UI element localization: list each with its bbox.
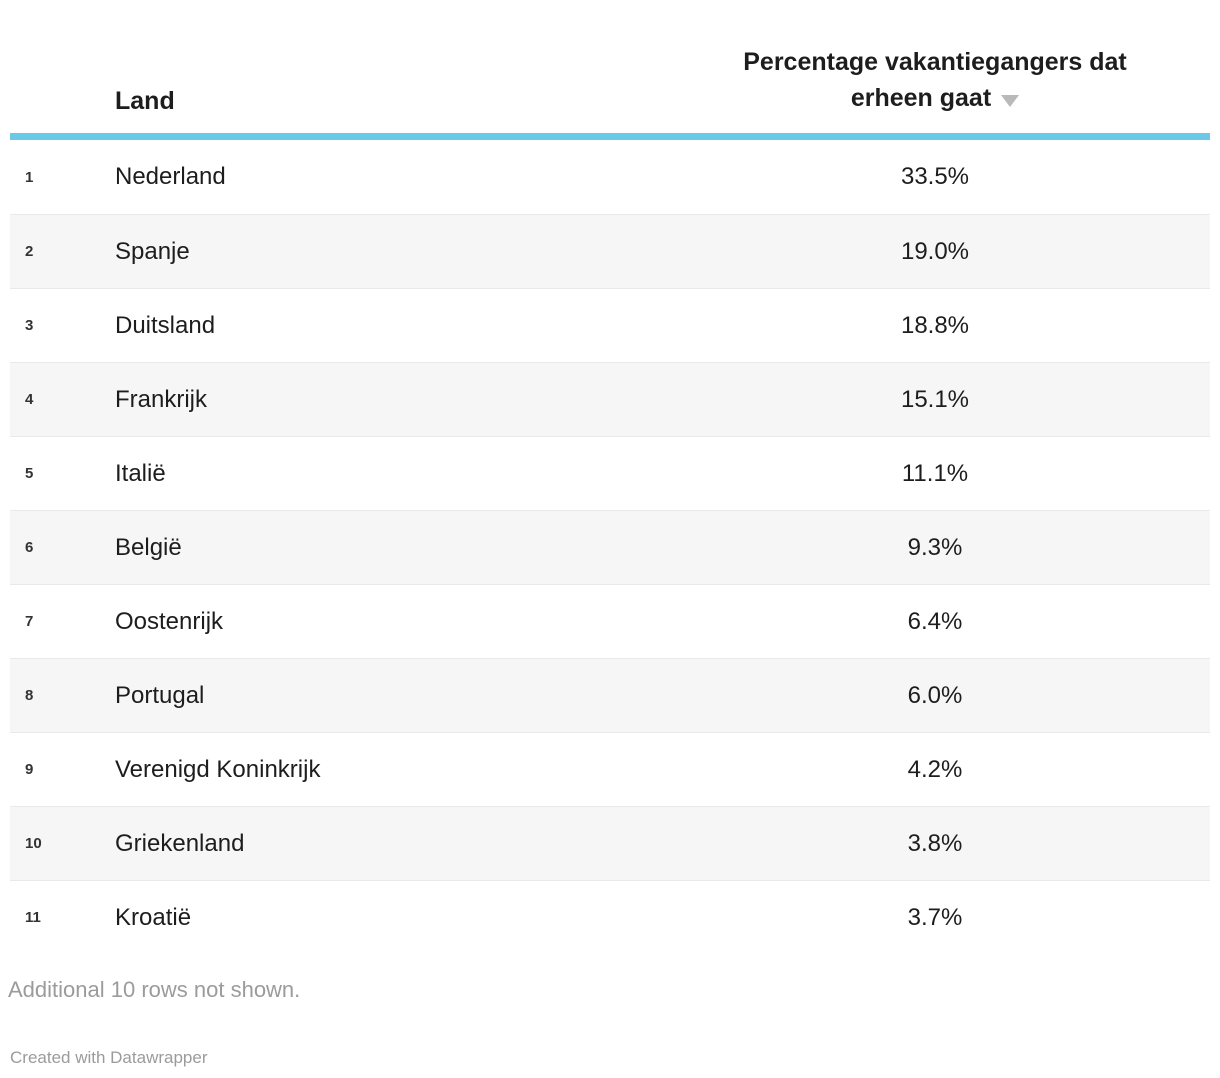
table-row: 9 Verenigd Koninkrijk 4.2%: [10, 732, 1210, 806]
rank-cell: 6: [25, 539, 34, 556]
table-row: 4 Frankrijk 15.1%: [10, 362, 1210, 436]
country-cell: Nederland: [115, 163, 226, 190]
column-header-percentage-line2: erheen gaat: [850, 84, 992, 112]
table-row: 11 Kroatië 3.7%: [10, 880, 1210, 954]
table-row: 8 Portugal 6.0%: [10, 658, 1210, 732]
table-row: 5 Italië 11.1%: [10, 436, 1210, 510]
country-cell: Kroatië: [115, 903, 192, 931]
country-cell: Portugal: [115, 681, 205, 709]
rank-cell: 10: [25, 835, 42, 852]
country-cell: Verenigd Koninkrijk: [115, 755, 321, 783]
rank-cell: 5: [25, 465, 34, 482]
country-cell: Italië: [115, 459, 166, 487]
table-row: 3 Duitsland 18.8%: [10, 288, 1210, 362]
value-cell: 9.3%: [907, 533, 963, 561]
rank-cell: 1: [25, 168, 34, 186]
rows-hidden-note: Additional 10 rows not shown.: [8, 977, 301, 1002]
country-cell: België: [115, 533, 182, 561]
value-cell: 18.8%: [900, 311, 970, 339]
table-row: 7 Oostenrijk 6.4%: [10, 584, 1210, 658]
table-row: 6 België 9.3%: [10, 510, 1210, 584]
value-cell: 33.5%: [900, 163, 970, 190]
table-row: 1 Nederland 33.5%: [10, 140, 1210, 214]
attribution: Created with Datawrapper: [0, 1048, 1220, 1068]
rank-cell: 7: [25, 613, 34, 630]
value-cell: 3.7%: [907, 903, 963, 931]
country-cell: Oostenrijk: [115, 607, 224, 635]
sort-descending-icon[interactable]: [1001, 95, 1020, 107]
country-cell: Griekenland: [115, 829, 245, 857]
country-cell: Duitsland: [115, 311, 216, 339]
value-cell: 19.0%: [900, 237, 970, 265]
value-cell: 3.8%: [907, 829, 963, 857]
table-body: 1 Nederland 33.5% 2 Spanje 19.0% 3 Duits…: [10, 140, 1210, 954]
column-header-land[interactable]: Land: [115, 87, 175, 115]
column-header-percentage[interactable]: Percentage vakantiegangers dat erheen ga…: [660, 44, 1210, 116]
data-table: Land Percentage vakantiegangers dat erhe…: [10, 0, 1210, 954]
country-cell: Frankrijk: [115, 385, 208, 413]
rank-cell: 3: [25, 317, 34, 334]
rank-cell: 11: [25, 909, 41, 926]
rank-cell: 9: [25, 761, 34, 778]
column-header-percentage-line1: Percentage vakantiegangers dat: [743, 48, 1127, 76]
value-cell: 6.0%: [907, 681, 963, 709]
rank-cell: 2: [25, 243, 34, 260]
value-cell: 11.1%: [901, 459, 969, 487]
value-cell: 6.4%: [907, 607, 963, 635]
value-cell: 15.1%: [900, 385, 970, 413]
country-cell: Spanje: [115, 237, 190, 265]
rank-cell: 4: [25, 391, 34, 408]
rank-cell: 8: [25, 687, 34, 704]
table-row: 2 Spanje 19.0%: [10, 214, 1210, 288]
table-row: 10 Griekenland 3.8%: [10, 806, 1210, 880]
table-header-row: Land Percentage vakantiegangers dat erhe…: [10, 0, 1210, 140]
value-cell: 4.2%: [907, 755, 963, 783]
datawrapper-attribution-link[interactable]: Created with Datawrapper: [10, 1048, 208, 1067]
